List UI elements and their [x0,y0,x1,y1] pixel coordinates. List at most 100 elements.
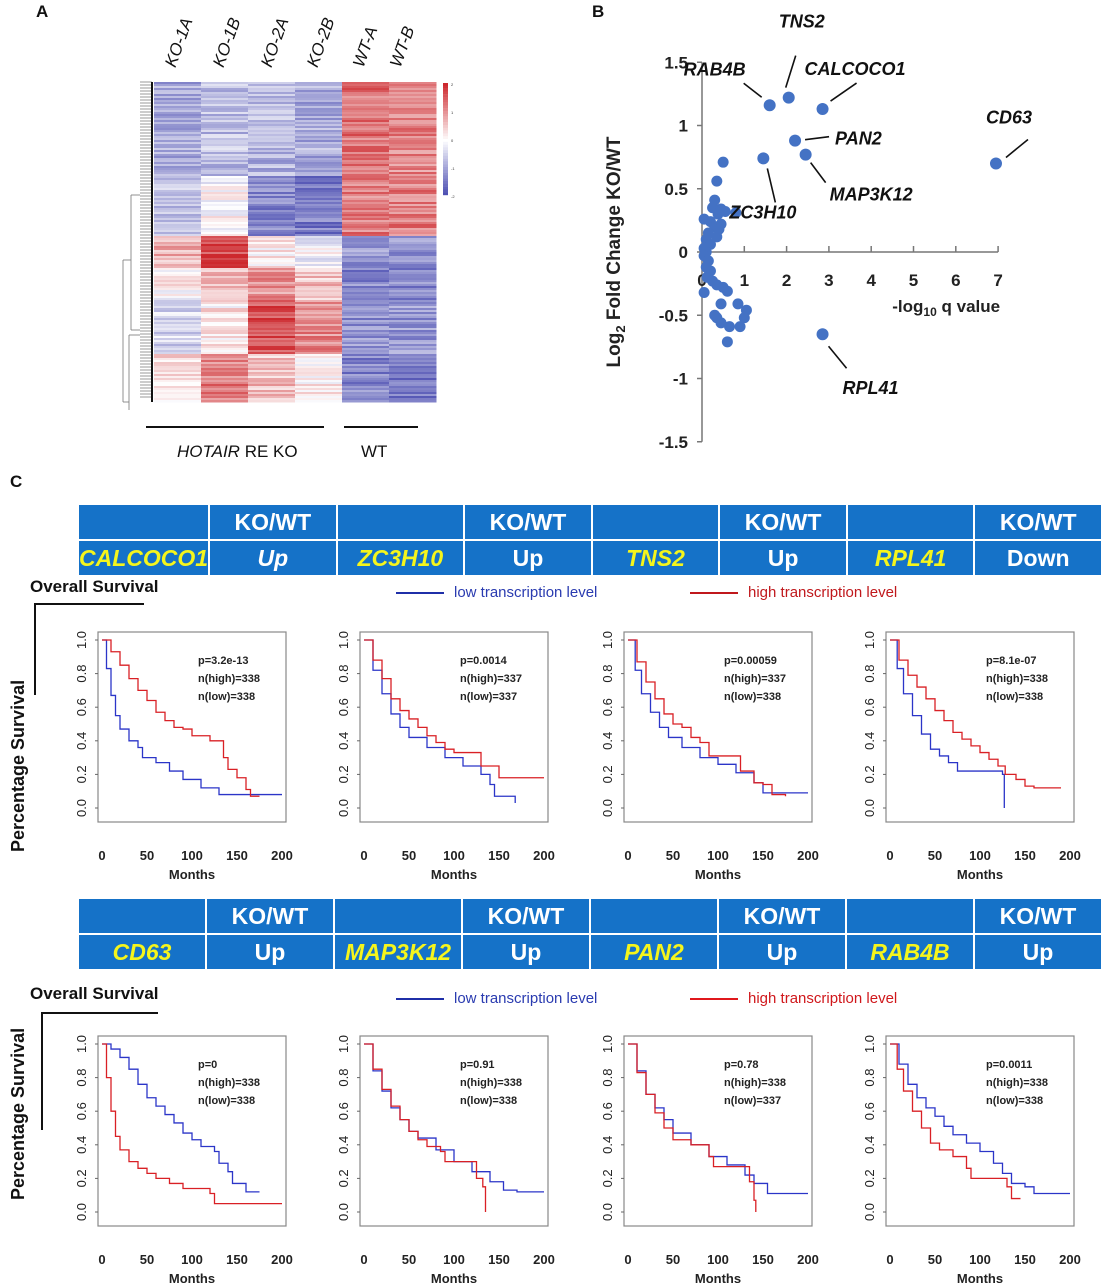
heatmap-cell [154,316,202,319]
heatmap-cell [295,166,343,169]
heatmap-cell [295,144,343,147]
heatmap-cell [201,100,249,103]
heatmap-cell [389,132,437,135]
y-tick-label: 0.2 [336,1169,351,1187]
heatmap-cell [342,166,390,169]
heatmap-cell [389,130,437,133]
heatmap-cell [389,88,437,91]
heatmap-cell [154,248,202,251]
heatmap-cell [201,300,249,303]
heatmap-cell [342,242,390,245]
heatmap-cell [342,262,390,265]
heatmap-cell [342,276,390,279]
heatmap-cell [201,386,249,389]
heatmap-cell [201,316,249,319]
heatmap-cell [154,184,202,187]
heatmap-cell [154,150,202,153]
data-point [711,175,723,187]
heatmap-cell [154,298,202,301]
heatmap-cell [248,216,296,219]
heatmap-cell [154,142,202,145]
heatmap-cell [389,216,437,219]
heatmap-cell [248,344,296,347]
heatmap-cell [201,82,249,85]
heatmap-cell [342,248,390,251]
x-tick-label: 100 [707,848,729,863]
heatmap-cell [248,342,296,345]
heatmap-cell [154,386,202,389]
colorbar-segment [443,133,448,137]
y-tick-label: 0.4 [336,1136,351,1154]
heatmap-cell [389,156,437,159]
heatmap-cell [389,170,437,173]
colorbar-segment [443,83,448,86]
heatmap-cell [295,222,343,225]
heatmap-cell [248,340,296,343]
x-tick-label: 7 [993,271,1002,290]
heatmap-cell [201,88,249,91]
y-tick-label: 0.4 [74,732,89,750]
heatmap-cell [389,344,437,347]
heatmap-cell [295,170,343,173]
heatmap-cell [248,276,296,279]
y-tick-label: 0.6 [336,698,351,716]
heatmap-cell [342,116,390,119]
y-tick-label: 0.8 [600,1069,615,1087]
heatmap-cell [248,330,296,333]
heatmap-cell [295,84,343,87]
p-value: p=0.00059 [724,655,777,667]
heatmap-cell [295,216,343,219]
heatmap-cell [154,152,202,155]
heatmap-cell [154,244,202,247]
heatmap-cell [248,138,296,141]
table-empty-cell [591,899,717,933]
table-cell: KO/WT [463,899,589,933]
heatmap-cell [342,184,390,187]
heatmap-cell [201,308,249,311]
plot-frame [885,1035,1075,1227]
heatmap-cell [295,376,343,379]
heatmap-cell [201,294,249,297]
heatmap-cell [342,390,390,393]
heatmap-cell [389,398,437,401]
heatmap-cell [201,118,249,121]
colorbar-segment [443,167,448,170]
heatmap-cell [201,170,249,173]
heatmap-cell [389,380,437,383]
heatmap-cell [342,364,390,367]
table-empty-cell [847,899,973,933]
heatmap-cell [389,362,437,365]
heatmap-cell [389,382,437,385]
heatmap-cell [342,258,390,261]
heatmap-cell [295,284,343,287]
heatmap-cell [201,290,249,293]
heatmap-cell [342,232,390,235]
y-tick-label: 0.2 [862,1169,877,1187]
heatmap-cell [389,300,437,303]
heatmap-cell [295,368,343,371]
heatmap-cell [389,238,437,241]
heatmap-cell [201,146,249,149]
heatmap-cell [248,120,296,123]
data-point [715,317,727,329]
leader-line [784,55,797,88]
heatmap-cell [201,298,249,301]
title-underline-2 [42,1012,158,1014]
heatmap-cell [389,314,437,317]
colorbar-segment [443,150,448,154]
colorbar-segment [443,139,448,142]
gene-name-cell: CALCOCO1 [79,541,209,575]
heatmap-cell [248,266,296,269]
heatmap-cell [201,286,249,289]
low-survival-curve [364,639,516,803]
heatmap-cell [295,388,343,391]
n-low: n(low)=338 [198,691,255,703]
colorbar-segment [443,105,448,109]
heatmap-cell [389,324,437,327]
km-plot-zc3h10: 0.0 0.2 0.4 0.6 0.8 1.0 0 50 100 150 200 Months p=0.… [336,631,555,882]
colorbar: 2 1 0 -1 -2 [443,82,455,199]
heatmap-cell [389,116,437,119]
heatmap-cell [342,120,390,123]
heatmap-cell [248,92,296,95]
heatmap-cell [389,350,437,353]
